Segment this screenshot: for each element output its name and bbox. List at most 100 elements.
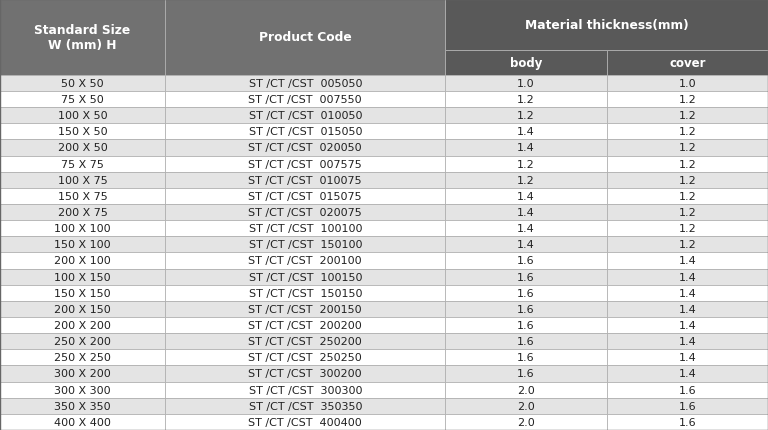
Bar (165, 172, 445, 188)
Text: 1.2: 1.2 (517, 95, 535, 105)
Bar (607, 301, 768, 317)
Bar (445, 382, 607, 398)
Bar (445, 237, 607, 253)
Bar (607, 317, 768, 333)
Text: 150 X 50: 150 X 50 (58, 127, 108, 137)
Bar (607, 221, 768, 237)
Text: 1.2: 1.2 (678, 175, 697, 185)
Bar (607, 92, 768, 108)
Bar (0, 317, 165, 333)
Text: 150 X 75: 150 X 75 (58, 191, 108, 202)
Bar (607, 124, 768, 140)
Text: ST /CT /CST  100100: ST /CT /CST 100100 (249, 224, 362, 233)
Text: body: body (510, 57, 542, 70)
Text: 50 X 50: 50 X 50 (61, 79, 104, 89)
Bar (165, 366, 445, 382)
Bar (607, 285, 768, 301)
Bar (445, 333, 607, 350)
Text: 1.4: 1.4 (678, 336, 697, 347)
Bar (0, 382, 165, 398)
Text: 1.6: 1.6 (518, 272, 535, 282)
Text: 1.6: 1.6 (518, 256, 535, 266)
Bar (0, 0, 165, 76)
Text: ST /CT /CST  010075: ST /CT /CST 010075 (249, 175, 362, 185)
Text: ST /CT /CST  300200: ST /CT /CST 300200 (249, 369, 362, 379)
Text: 2.0: 2.0 (517, 401, 535, 411)
Bar (445, 221, 607, 237)
Bar (445, 269, 607, 285)
Text: 1.4: 1.4 (678, 304, 697, 314)
Bar (0, 188, 165, 205)
Bar (0, 285, 165, 301)
Text: ST /CT /CST  015050: ST /CT /CST 015050 (249, 127, 362, 137)
Bar (0, 350, 165, 366)
Text: 1.0: 1.0 (679, 79, 696, 89)
Bar (607, 76, 768, 92)
Bar (0, 301, 165, 317)
Text: 100 X 50: 100 X 50 (58, 111, 108, 121)
Bar (445, 317, 607, 333)
Bar (0, 124, 165, 140)
Bar (0, 414, 165, 430)
Text: 1.2: 1.2 (678, 95, 697, 105)
Bar (165, 0, 445, 76)
Bar (445, 0, 768, 51)
Bar (165, 188, 445, 205)
Bar (165, 414, 445, 430)
Bar (165, 317, 445, 333)
Text: 1.4: 1.4 (517, 191, 535, 202)
Text: 1.4: 1.4 (678, 256, 697, 266)
Text: 75 X 75: 75 X 75 (61, 159, 104, 169)
Text: 300 X 300: 300 X 300 (55, 385, 111, 395)
Text: 400 X 400: 400 X 400 (54, 417, 111, 427)
Text: 1.6: 1.6 (518, 320, 535, 330)
Bar (607, 172, 768, 188)
Text: ST /CT /CST  015075: ST /CT /CST 015075 (249, 191, 362, 202)
Text: 250 X 200: 250 X 200 (54, 336, 111, 347)
Text: 1.4: 1.4 (517, 240, 535, 250)
Bar (445, 188, 607, 205)
Text: 1.2: 1.2 (517, 111, 535, 121)
Bar (165, 76, 445, 92)
Bar (607, 188, 768, 205)
Bar (0, 92, 165, 108)
Text: 1.2: 1.2 (678, 191, 697, 202)
Text: 350 X 350: 350 X 350 (55, 401, 111, 411)
Text: 200 X 100: 200 X 100 (55, 256, 111, 266)
Text: 100 X 150: 100 X 150 (55, 272, 111, 282)
Bar (445, 124, 607, 140)
Bar (0, 76, 165, 92)
Text: Product Code: Product Code (259, 31, 352, 44)
Bar (607, 237, 768, 253)
Text: 1.4: 1.4 (517, 224, 535, 233)
Text: 150 X 100: 150 X 100 (55, 240, 111, 250)
Bar (607, 333, 768, 350)
Bar (445, 366, 607, 382)
Bar (607, 398, 768, 414)
Text: ST /CT /CST  300300: ST /CT /CST 300300 (249, 385, 362, 395)
Bar (445, 253, 607, 269)
Text: ST /CT /CST  250200: ST /CT /CST 250200 (248, 336, 362, 347)
Bar (445, 92, 607, 108)
Bar (0, 140, 165, 156)
Bar (0, 221, 165, 237)
Bar (445, 76, 607, 92)
Bar (607, 140, 768, 156)
Bar (165, 237, 445, 253)
Text: 1.6: 1.6 (679, 385, 696, 395)
Text: 100 X 100: 100 X 100 (55, 224, 111, 233)
Bar (445, 414, 607, 430)
Text: ST /CT /CST  200100: ST /CT /CST 200100 (249, 256, 362, 266)
Bar (0, 108, 165, 124)
Text: 100 X 75: 100 X 75 (58, 175, 108, 185)
Text: ST /CT /CST  150100: ST /CT /CST 150100 (249, 240, 362, 250)
Text: 200 X 75: 200 X 75 (58, 208, 108, 218)
Bar (607, 205, 768, 221)
Bar (0, 333, 165, 350)
Text: 1.2: 1.2 (678, 127, 697, 137)
Text: 1.6: 1.6 (518, 288, 535, 298)
Text: 200 X 150: 200 X 150 (55, 304, 111, 314)
Text: ST /CT /CST  020075: ST /CT /CST 020075 (248, 208, 362, 218)
Bar (165, 398, 445, 414)
Text: 1.2: 1.2 (678, 208, 697, 218)
